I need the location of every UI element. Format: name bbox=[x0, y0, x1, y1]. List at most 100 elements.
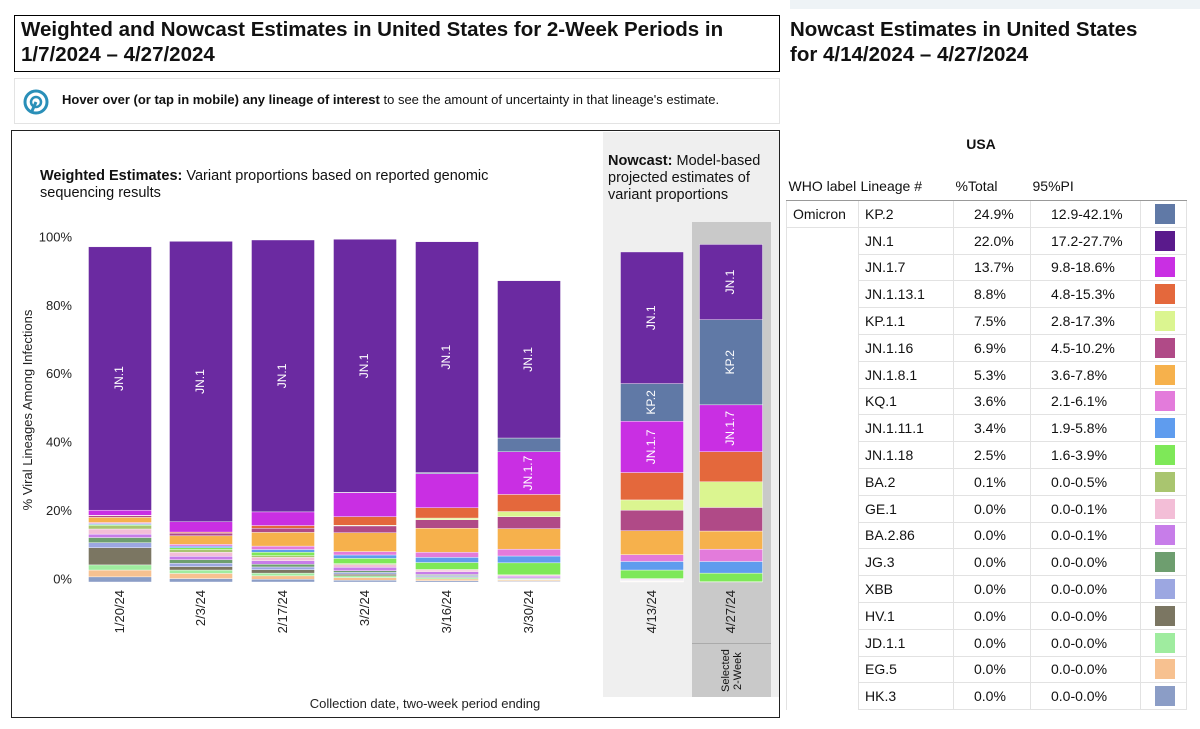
bar-segment: XBB bbox=[88, 542, 152, 548]
bar-segment: KP.1.1 bbox=[620, 499, 684, 511]
lineage-cell: JN.1.7 bbox=[858, 253, 954, 282]
x-tick-label: 4/13/24 bbox=[644, 590, 659, 633]
y-tick-label: 20% bbox=[46, 503, 72, 518]
total-cell: 3.6% bbox=[953, 387, 1031, 416]
bar-segment: XBB bbox=[169, 562, 233, 567]
bar-segment: KQ.1 bbox=[251, 545, 315, 550]
who-cell bbox=[786, 495, 859, 523]
bar-segment: JN.1.13.1 bbox=[497, 494, 561, 512]
color-swatch bbox=[1155, 418, 1175, 439]
color-cell bbox=[1140, 521, 1187, 550]
bar-segment: GE.1 bbox=[169, 552, 233, 557]
bar-segment: JN.1.18 bbox=[497, 562, 561, 576]
pi-cell: 3.6-7.8% bbox=[1030, 360, 1141, 389]
bar-segment: HK.3 bbox=[88, 576, 152, 583]
lineage-cell: JN.1.11.1 bbox=[858, 414, 954, 443]
total-cell: 7.5% bbox=[953, 307, 1031, 335]
column-header: 95%PI bbox=[1030, 172, 1141, 201]
y-tick-label: 80% bbox=[46, 298, 72, 313]
pi-cell: 0.0-0.0% bbox=[1030, 682, 1141, 711]
bar-segment: HV.1 bbox=[333, 573, 397, 577]
lineage-cell: KP.1.1 bbox=[858, 307, 954, 335]
bar-segment: JN.1.13.1 bbox=[415, 507, 479, 519]
who-cell bbox=[786, 548, 859, 576]
pi-cell: 0.0-0.1% bbox=[1030, 494, 1141, 523]
bar-segment: JN.1.18 bbox=[333, 558, 397, 564]
segment-label: JN.1.7 bbox=[723, 411, 737, 446]
bar-segment: JN.1.7 bbox=[415, 473, 479, 508]
bar-segment: HK.3 bbox=[251, 579, 315, 583]
color-swatch bbox=[1155, 284, 1175, 305]
bar-segment: JN.1 bbox=[620, 251, 684, 384]
weighted-title: Weighted Estimates: bbox=[40, 168, 183, 184]
pi-cell: 0.0-0.0% bbox=[1030, 655, 1141, 684]
color-cell bbox=[1140, 200, 1187, 228]
lineage-cell: JG.3 bbox=[858, 548, 954, 577]
bar-segment: KQ.1 bbox=[620, 554, 684, 562]
table-row: GE.1 0.0% 0.0-0.1% bbox=[786, 494, 1187, 523]
table-region: USA bbox=[966, 136, 996, 152]
bar-segment: JG.3 bbox=[169, 559, 233, 564]
y-tick-label: 100% bbox=[39, 229, 73, 244]
table-row: JN.1.16 6.9% 4.5-10.2% bbox=[786, 333, 1187, 362]
total-cell: 0.0% bbox=[953, 655, 1031, 684]
color-swatch bbox=[1155, 391, 1175, 412]
color-cell bbox=[1140, 387, 1187, 416]
bar-segment: JN.1.18 bbox=[620, 569, 684, 579]
total-cell: 2.5% bbox=[953, 441, 1031, 469]
lineage-cell: BA.2.86 bbox=[858, 521, 954, 550]
segment-label: KP.2 bbox=[723, 350, 737, 375]
bar-segment: EG.5 bbox=[415, 578, 479, 581]
bar-segment: JN.1.13.1 bbox=[251, 525, 315, 529]
bar-segment: JN.1.7 bbox=[620, 421, 684, 473]
info-icon bbox=[23, 89, 49, 115]
segment-label: JN.1.7 bbox=[644, 429, 658, 464]
total-cell: 0.0% bbox=[953, 521, 1031, 550]
pi-cell: 1.6-3.9% bbox=[1030, 441, 1141, 469]
bar-segment: HV.1 bbox=[251, 569, 315, 574]
selected-label: Selected 2-Week bbox=[719, 649, 744, 692]
total-cell: 0.0% bbox=[953, 494, 1031, 523]
bar-segment: KP.1.1 bbox=[415, 517, 479, 520]
bar-segment: JG.3 bbox=[88, 537, 152, 543]
lineage-cell: XBB bbox=[858, 575, 954, 603]
bar-segment: GE.1 bbox=[88, 528, 152, 535]
bar-segment: KQ.1 bbox=[699, 548, 763, 562]
bar-segment: JD.1.1 bbox=[415, 577, 479, 580]
info-text: Hover over (or tap in mobile) any lineag… bbox=[62, 92, 719, 107]
x-tick-label: 2/3/24 bbox=[193, 590, 208, 626]
bar-segment: KP.2 bbox=[620, 383, 684, 422]
who-cell bbox=[786, 656, 859, 683]
bar-segment: JD.1.1 bbox=[333, 575, 397, 578]
bar-segment: JN.1.11.1 bbox=[169, 545, 233, 549]
who-cell bbox=[786, 575, 859, 603]
color-swatch bbox=[1155, 337, 1175, 358]
color-cell bbox=[1140, 548, 1187, 577]
total-cell: 0.0% bbox=[953, 575, 1031, 603]
lineage-cell: JN.1.13.1 bbox=[858, 280, 954, 309]
x-tick-label: 2/17/24 bbox=[275, 590, 290, 633]
chart-box bbox=[11, 130, 780, 718]
bar-segment: KQ.1 bbox=[497, 548, 561, 557]
column-header: %Total bbox=[953, 172, 1031, 201]
lineage-cell: JN.1 bbox=[858, 226, 954, 255]
nowcast-caption: Nowcast: Model-based projected estimates… bbox=[608, 153, 773, 204]
bar-segment: JN.1.7 bbox=[699, 404, 763, 452]
bar-segment: JN.1.11.1 bbox=[251, 549, 315, 553]
lineage-cell: BA.2 bbox=[858, 467, 954, 496]
pi-cell: 0.0-0.0% bbox=[1030, 575, 1141, 603]
lineage-cell: HV.1 bbox=[858, 601, 954, 630]
bar-segment: JN.1.16 bbox=[333, 525, 397, 533]
total-cell: 22.0% bbox=[953, 226, 1031, 255]
total-cell: 8.8% bbox=[953, 280, 1031, 309]
side-title: Nowcast Estimates in United States for 4… bbox=[790, 18, 1138, 66]
color-cell bbox=[1140, 360, 1187, 389]
pi-cell: 0.0-0.5% bbox=[1030, 467, 1141, 496]
total-cell: 13.7% bbox=[953, 253, 1031, 282]
color-cell bbox=[1140, 655, 1187, 684]
bar-segment: EG.5 bbox=[333, 577, 397, 581]
color-cell bbox=[1140, 414, 1187, 443]
bar-segment: JN.1.11.1 bbox=[699, 561, 763, 574]
table-row: BA.2 0.1% 0.0-0.5% bbox=[786, 467, 1187, 496]
